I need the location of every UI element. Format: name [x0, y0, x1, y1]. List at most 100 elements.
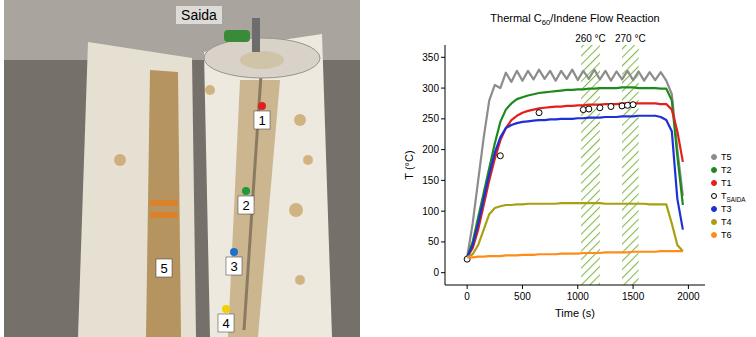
point-dot — [230, 248, 238, 256]
x-tick-label: 2000 — [677, 291, 700, 302]
series-line — [467, 203, 683, 257]
legend-label: T4 — [721, 217, 732, 227]
text-part: SAIDA — [727, 196, 747, 203]
y-tick — [441, 180, 445, 181]
text-part: T3 — [721, 204, 732, 214]
legend: T5 T2 T1 TSAIDAT3 T4 T6 — [712, 152, 747, 240]
text-part: T1 — [721, 178, 732, 188]
text-part: T6 — [721, 230, 732, 240]
stain — [289, 203, 303, 217]
tape — [150, 212, 178, 218]
y-tick — [441, 149, 445, 150]
point-dot — [242, 187, 250, 195]
furnace-left-half — [78, 42, 196, 337]
y-tick — [441, 118, 445, 119]
text-part: 60 — [542, 18, 551, 27]
legend-label: T2 — [721, 165, 732, 175]
x-tick — [633, 285, 634, 289]
legend-marker — [712, 181, 717, 186]
y-tick — [441, 57, 445, 58]
y-axis — [445, 45, 446, 285]
legend-marker — [712, 155, 717, 160]
point-label: 5 — [160, 261, 167, 276]
band-label: 260 °C — [575, 33, 606, 44]
point-label: 3 — [230, 259, 237, 274]
point-label: 4 — [222, 316, 229, 331]
legend-label: TSAIDA — [721, 191, 746, 203]
saida-label: Saida — [181, 7, 217, 23]
legend-label: T5 — [721, 152, 732, 162]
point-dot — [222, 305, 230, 313]
point-box — [238, 196, 254, 214]
legend-marker — [712, 220, 717, 225]
point-box — [226, 257, 242, 275]
stain — [294, 114, 306, 126]
fitting — [252, 18, 260, 52]
y-tick — [441, 272, 445, 273]
series-line — [467, 116, 683, 258]
y-tick-label: 200 — [422, 144, 439, 155]
point-dot — [258, 102, 266, 110]
y-tick-label: 150 — [422, 175, 439, 186]
scatter-point — [586, 106, 592, 112]
y-axis-label: T (°C) — [403, 150, 415, 179]
stain — [295, 275, 305, 285]
text-part: /Indene Flow Reaction — [550, 12, 659, 24]
scatter-point — [608, 104, 614, 110]
x-tick — [467, 285, 468, 289]
x-axis-label: Time (s) — [555, 307, 595, 319]
text-part: T5 — [721, 152, 732, 162]
scatter-point — [536, 110, 542, 116]
y-tick-label: 300 — [422, 83, 439, 94]
point-box — [218, 314, 234, 332]
figure: Saida 1 2 3 4 5 Thermal C60/Indene Flow Reacti… — [0, 0, 756, 337]
scatter-point — [597, 105, 603, 111]
photo-background — [4, 0, 360, 337]
furnace-opening — [240, 51, 284, 69]
clamp — [224, 30, 250, 42]
text-part: T2 — [721, 165, 732, 175]
band-label: 270 °C — [615, 33, 646, 44]
y-tick-label: 100 — [422, 206, 439, 217]
series-line — [467, 87, 683, 257]
x-tick — [522, 285, 523, 289]
furnace-right-channel — [228, 80, 280, 337]
legend-label: T3 — [721, 204, 732, 214]
x-tick-label: 500 — [514, 291, 531, 302]
legend-marker — [712, 168, 717, 173]
legend-marker — [712, 194, 717, 199]
chart: Thermal C60/Indene Flow Reaction 260 °C 27… — [403, 12, 746, 319]
y-tick-label: 250 — [422, 113, 439, 124]
furnace-right-half — [204, 34, 332, 337]
photo: Saida 1 2 3 4 5 — [4, 0, 360, 337]
y-tick-label: 0 — [433, 267, 439, 278]
y-tick — [441, 88, 445, 89]
series-line — [467, 103, 683, 257]
point-box — [254, 111, 270, 129]
stain — [114, 154, 126, 166]
plot-area — [464, 45, 683, 285]
band — [622, 45, 639, 285]
text-part: T4 — [721, 217, 732, 227]
x-tick — [688, 285, 689, 289]
point-box — [156, 259, 172, 277]
point-label: 1 — [258, 113, 265, 128]
chart-title: Thermal C60/Indene Flow Reaction — [490, 12, 659, 27]
legend-marker — [712, 207, 717, 212]
stain — [303, 155, 313, 165]
point-label: 2 — [242, 198, 249, 213]
furnace-left-channel — [146, 70, 181, 337]
reactor-tube — [244, 60, 262, 330]
scatter-point — [630, 102, 636, 108]
y-tick-label: 350 — [422, 52, 439, 63]
scatter-point — [497, 153, 503, 159]
furnace-top — [204, 38, 320, 78]
legend-label: T6 — [721, 230, 732, 240]
x-tick-label: 0 — [464, 291, 470, 302]
x-tick-label: 1500 — [622, 291, 645, 302]
series-line — [467, 70, 683, 258]
label-bg — [176, 6, 222, 24]
y-tick — [441, 241, 445, 242]
series-line — [467, 251, 683, 257]
y-tick — [441, 211, 445, 212]
